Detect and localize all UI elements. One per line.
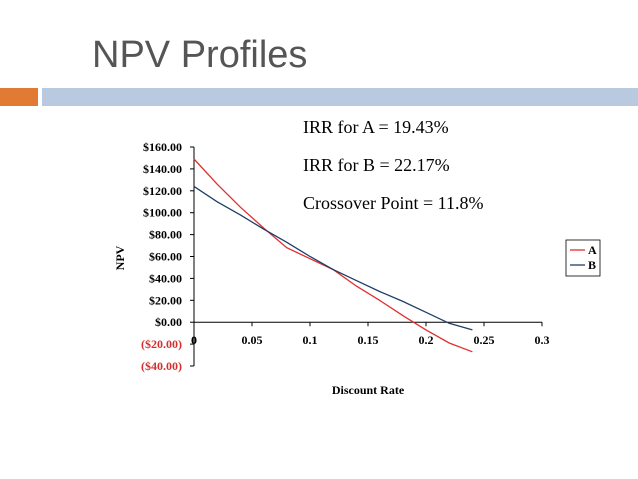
y-tick-label: $60.00 — [149, 250, 182, 264]
y-tick-label: $140.00 — [143, 162, 182, 176]
irr-a-annotation: IRR for A = 19.43% — [303, 117, 449, 137]
y-tick-label: $0.00 — [155, 315, 182, 329]
legend-box — [565, 239, 601, 277]
y-tick-label: $80.00 — [149, 228, 182, 242]
x-tick-labels: 0 0.05 0.1 0.15 0.2 0.25 0.3 — [191, 333, 550, 347]
y-tick-label: $40.00 — [149, 271, 182, 285]
y-tick-label: ($20.00) — [141, 337, 182, 351]
x-tick-label: 0.3 — [535, 333, 550, 347]
y-tick-label: ($40.00) — [141, 359, 182, 373]
x-tick-label: 0 — [191, 333, 197, 347]
x-tick-label: 0.25 — [474, 333, 495, 347]
chart-axes — [190, 146, 543, 367]
y-tick-label: $20.00 — [149, 293, 182, 307]
series-lines — [193, 158, 473, 353]
x-tick-label: 0.05 — [242, 333, 263, 347]
legend-label-a: A — [588, 243, 597, 257]
y-axis-title: NPV — [113, 245, 127, 270]
x-tick-label: 0.1 — [303, 333, 318, 347]
slide-title: NPV Profiles — [92, 34, 308, 76]
series-line-a — [193, 158, 473, 353]
chart-legend: AB — [565, 239, 601, 277]
y-tick-labels: $160.00 $140.00 $120.00 $100.00 $80.00 $60.00… — [141, 140, 182, 373]
x-axis-title: Discount Rate — [332, 383, 405, 397]
irr-b-annotation: IRR for B = 22.17% — [303, 155, 450, 175]
title-accent-bar-blue — [42, 88, 638, 106]
x-tick-label: 0.2 — [419, 333, 434, 347]
crossover-annotation: Crossover Point = 11.8% — [303, 193, 484, 213]
y-tick-label: $100.00 — [143, 206, 182, 220]
legend-label-b: B — [588, 258, 596, 272]
y-tick-label: $120.00 — [143, 184, 182, 198]
title-accent-bar-orange — [0, 88, 38, 106]
y-tick-label: $160.00 — [143, 140, 182, 154]
x-tick-label: 0.15 — [358, 333, 379, 347]
series-line-b — [193, 185, 473, 331]
